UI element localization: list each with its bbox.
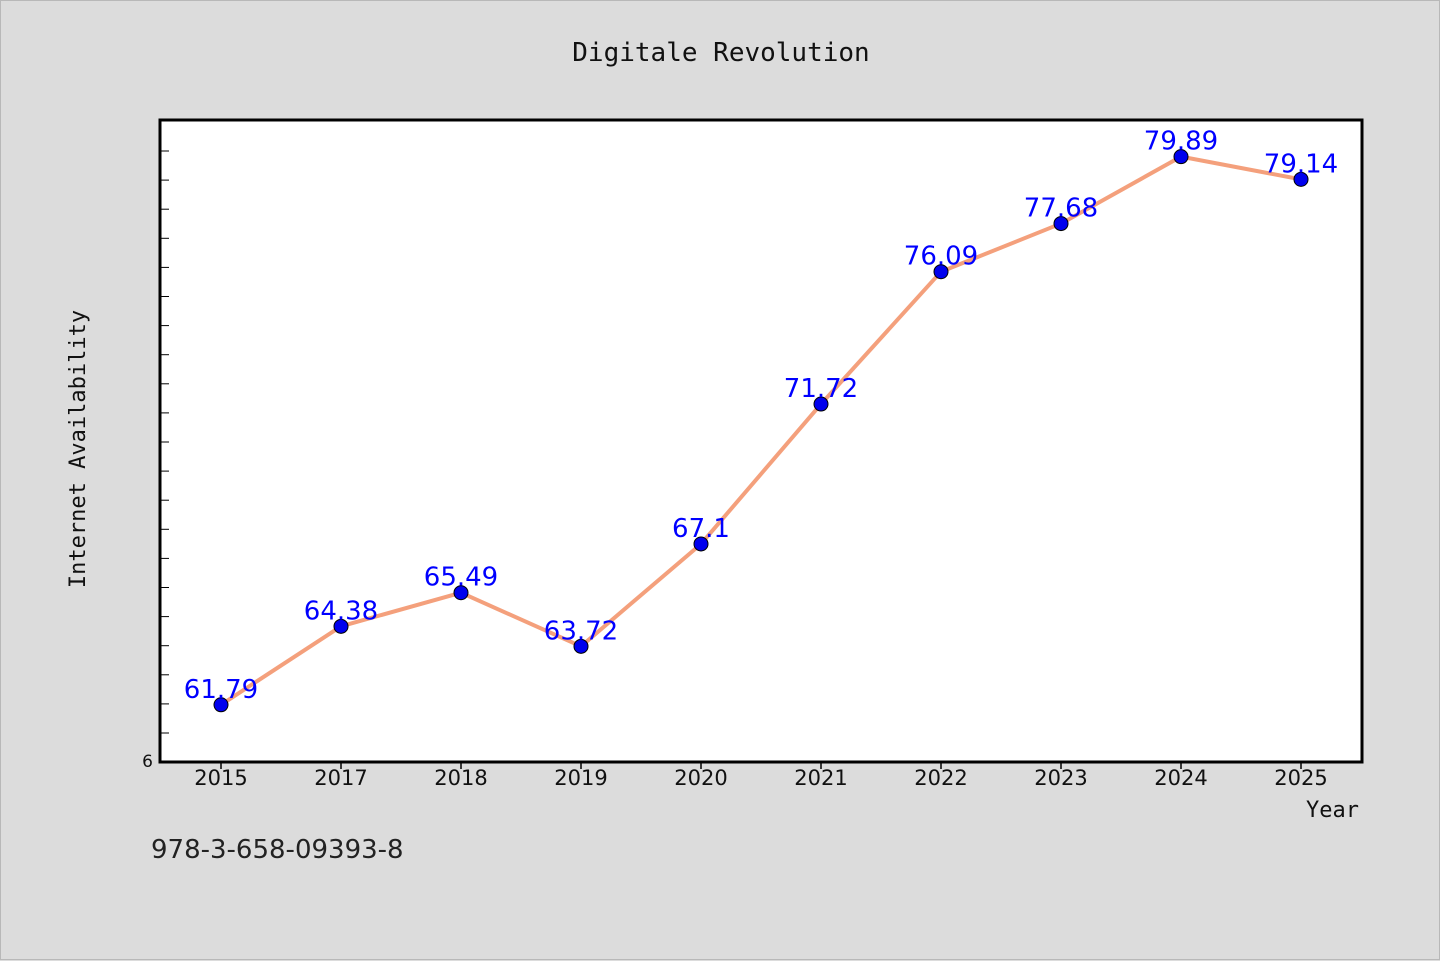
data-point <box>333 618 349 634</box>
data-point <box>213 697 229 713</box>
data-point <box>453 585 469 601</box>
data-point <box>573 638 589 654</box>
chart-title: Digitale Revolution <box>572 38 869 68</box>
y-axis-label: Internet Availability <box>66 310 91 588</box>
plot-area <box>158 118 1364 764</box>
isbn-text: 978-3-658-09393-8 <box>151 835 404 865</box>
data-point <box>933 264 949 280</box>
data-point <box>1293 171 1309 187</box>
data-label: 67.1 <box>672 514 730 544</box>
x-tick-label: 2024 <box>1154 766 1207 790</box>
data-labels: 61.79 64.38 65.49 63.72 67.1 71.72 76.09 77.68 7… <box>184 127 1338 705</box>
x-axis-label: Year <box>1306 798 1359 823</box>
data-label: 71.72 <box>784 374 858 404</box>
data-label: 63.72 <box>544 616 618 646</box>
x-tick-label: 2019 <box>554 766 607 790</box>
data-label: 79.89 <box>1144 127 1218 157</box>
y-axis-ticks <box>160 150 169 734</box>
data-point <box>1173 149 1189 165</box>
data-label: 77.68 <box>1024 194 1098 224</box>
data-point <box>1053 216 1069 232</box>
data-label: 65.49 <box>424 563 498 593</box>
x-tick-label: 2020 <box>674 766 727 790</box>
data-label: 76.09 <box>904 242 978 272</box>
x-tick-label: 2023 <box>1034 766 1087 790</box>
data-markers <box>213 149 1309 713</box>
data-label: 61.79 <box>184 675 258 705</box>
x-tick-label: 2015 <box>194 766 247 790</box>
data-point <box>693 536 709 552</box>
data-label: 64.38 <box>304 596 378 626</box>
x-tick-label: 2022 <box>914 766 967 790</box>
series-line-group <box>219 154 1303 707</box>
x-tick-label: 2025 <box>1274 766 1327 790</box>
y-tick-label: 6 <box>142 752 153 772</box>
x-tick-label: 2021 <box>794 766 847 790</box>
x-tick-label: 2018 <box>434 766 487 790</box>
data-point <box>813 396 829 412</box>
data-label: 79.14 <box>1264 149 1338 179</box>
series-line <box>219 154 1303 707</box>
x-axis-ticks: 2015 2017 2018 2019 2020 2021 2022 2023 2024 2025 <box>194 762 1328 790</box>
x-tick-label: 2017 <box>314 766 367 790</box>
